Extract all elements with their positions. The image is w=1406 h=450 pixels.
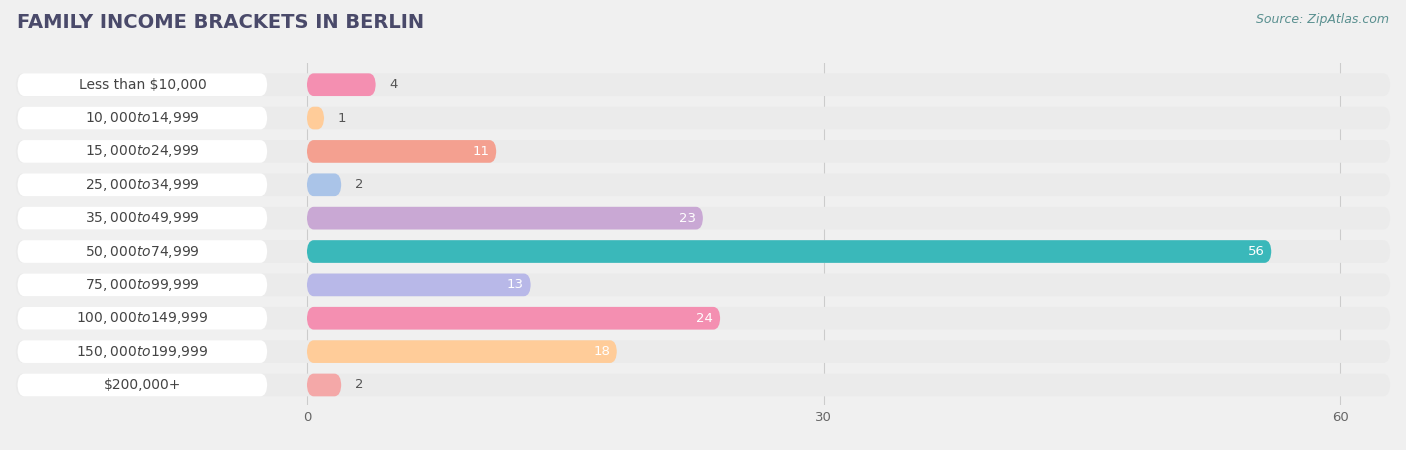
- Text: 18: 18: [593, 345, 610, 358]
- Text: $15,000 to $24,999: $15,000 to $24,999: [84, 144, 200, 159]
- FancyBboxPatch shape: [307, 107, 325, 130]
- Text: FAMILY INCOME BRACKETS IN BERLIN: FAMILY INCOME BRACKETS IN BERLIN: [17, 14, 425, 32]
- Text: Source: ZipAtlas.com: Source: ZipAtlas.com: [1256, 14, 1389, 27]
- FancyBboxPatch shape: [17, 340, 267, 363]
- Text: $100,000 to $149,999: $100,000 to $149,999: [76, 310, 208, 326]
- FancyBboxPatch shape: [307, 340, 617, 363]
- FancyBboxPatch shape: [15, 374, 1391, 396]
- FancyBboxPatch shape: [307, 274, 531, 296]
- Text: 2: 2: [356, 178, 364, 191]
- Text: $150,000 to $199,999: $150,000 to $199,999: [76, 344, 208, 360]
- Text: 1: 1: [337, 112, 346, 125]
- Text: Less than $10,000: Less than $10,000: [79, 78, 207, 92]
- FancyBboxPatch shape: [15, 340, 1391, 363]
- Text: 11: 11: [472, 145, 489, 158]
- Text: 4: 4: [389, 78, 398, 91]
- FancyBboxPatch shape: [17, 207, 267, 230]
- FancyBboxPatch shape: [17, 173, 267, 196]
- FancyBboxPatch shape: [15, 274, 1391, 296]
- FancyBboxPatch shape: [307, 73, 375, 96]
- Text: $35,000 to $49,999: $35,000 to $49,999: [84, 210, 200, 226]
- Text: $25,000 to $34,999: $25,000 to $34,999: [84, 177, 200, 193]
- Text: $75,000 to $99,999: $75,000 to $99,999: [84, 277, 200, 293]
- FancyBboxPatch shape: [17, 140, 267, 163]
- FancyBboxPatch shape: [17, 73, 267, 96]
- Text: $50,000 to $74,999: $50,000 to $74,999: [84, 243, 200, 260]
- FancyBboxPatch shape: [17, 240, 267, 263]
- FancyBboxPatch shape: [307, 207, 703, 230]
- FancyBboxPatch shape: [17, 274, 267, 296]
- FancyBboxPatch shape: [15, 240, 1391, 263]
- FancyBboxPatch shape: [15, 140, 1391, 163]
- FancyBboxPatch shape: [307, 374, 342, 396]
- Text: 56: 56: [1247, 245, 1264, 258]
- FancyBboxPatch shape: [307, 173, 342, 196]
- FancyBboxPatch shape: [15, 307, 1391, 329]
- Text: $200,000+: $200,000+: [104, 378, 181, 392]
- FancyBboxPatch shape: [17, 374, 267, 396]
- FancyBboxPatch shape: [307, 307, 720, 329]
- Text: 24: 24: [696, 312, 713, 325]
- FancyBboxPatch shape: [15, 173, 1391, 196]
- FancyBboxPatch shape: [307, 140, 496, 163]
- Text: 13: 13: [508, 279, 524, 292]
- FancyBboxPatch shape: [307, 240, 1271, 263]
- FancyBboxPatch shape: [15, 107, 1391, 130]
- Text: 23: 23: [679, 212, 696, 225]
- Text: 2: 2: [356, 378, 364, 392]
- FancyBboxPatch shape: [15, 73, 1391, 96]
- FancyBboxPatch shape: [17, 307, 267, 329]
- Text: $10,000 to $14,999: $10,000 to $14,999: [84, 110, 200, 126]
- FancyBboxPatch shape: [17, 107, 267, 130]
- FancyBboxPatch shape: [15, 207, 1391, 230]
